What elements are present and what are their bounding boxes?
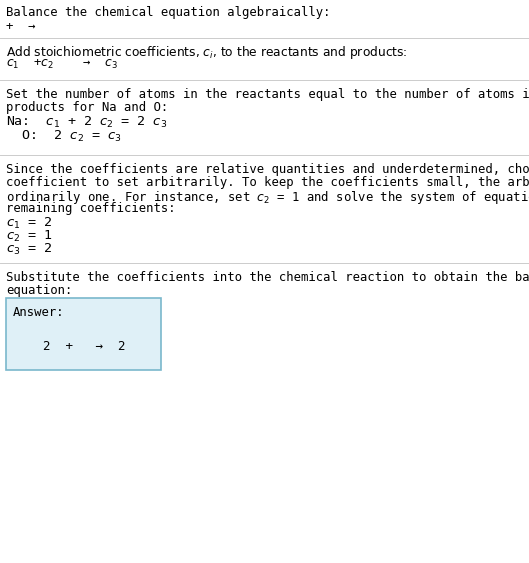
Text: Add stoichiometric coefficients, $c_i$, to the reactants and products:: Add stoichiometric coefficients, $c_i$, …	[6, 44, 408, 61]
Text: products for Na and O:: products for Na and O:	[6, 101, 168, 114]
Text: O:  2 $c_2$ = $c_3$: O: 2 $c_2$ = $c_3$	[6, 129, 122, 144]
Text: $c_3$ = 2: $c_3$ = 2	[6, 242, 52, 257]
Text: ordinarily one. For instance, set $c_2$ = 1 and solve the system of equations fo: ordinarily one. For instance, set $c_2$ …	[6, 189, 529, 206]
Bar	[6, 298, 161, 370]
Text: equation:: equation:	[6, 284, 72, 297]
Text: remaining coefficients:: remaining coefficients:	[6, 202, 176, 215]
Text: $c_2$ = 1: $c_2$ = 1	[6, 229, 52, 244]
Text: Since the coefficients are relative quantities and underdetermined, choose a: Since the coefficients are relative quan…	[6, 163, 529, 176]
Text: Na:  $c_1$ + 2 $c_2$ = 2 $c_3$: Na: $c_1$ + 2 $c_2$ = 2 $c_3$	[6, 115, 167, 130]
Text: Set the number of atoms in the reactants equal to the number of atoms in the: Set the number of atoms in the reactants…	[6, 88, 529, 101]
Text: coefficient to set arbitrarily. To keep the coefficients small, the arbitrary va: coefficient to set arbitrarily. To keep …	[6, 176, 529, 189]
Text: Balance the chemical equation algebraically:: Balance the chemical equation algebraica…	[6, 6, 331, 19]
Text: 2  +   →  2: 2 + → 2	[28, 340, 125, 353]
Text: $c_1$  +$c_2$    →  $c_3$: $c_1$ +$c_2$ → $c_3$	[6, 58, 118, 71]
Text: Substitute the coefficients into the chemical reaction to obtain the balanced: Substitute the coefficients into the che…	[6, 271, 529, 284]
Text: +  →: + →	[6, 20, 35, 33]
Text: $c_1$ = 2: $c_1$ = 2	[6, 216, 52, 231]
Text: Answer:: Answer:	[13, 306, 65, 319]
